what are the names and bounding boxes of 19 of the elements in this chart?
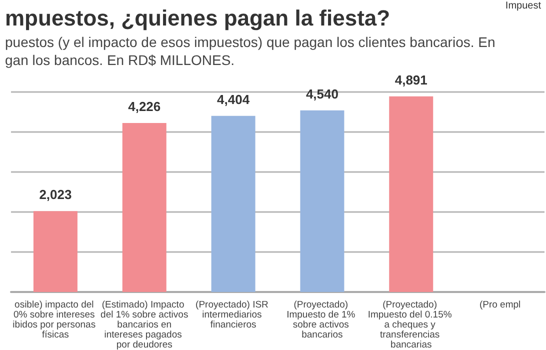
bar bbox=[211, 116, 256, 292]
x-tick-label: (Proyectado) ISR intermediarios financieros bbox=[196, 300, 272, 330]
chart-title: mpuestos, ¿quienes pagan la fiesta? bbox=[5, 6, 390, 30]
bar bbox=[300, 110, 344, 292]
text: Impuest bbox=[505, 0, 542, 12]
data-label: 2,023 bbox=[39, 187, 72, 202]
x-tick-label: (Proyectado) Impuesto del 0.15% a cheques y transferencias bancarias bbox=[368, 300, 454, 350]
bar bbox=[389, 96, 434, 292]
x-tick-label: osible) impacto del 0% sobre intereses ibidos por personas físicas bbox=[12, 300, 98, 340]
x-tick-label: (Estimado) Impacto del 1% sobre activos bancarios en intereses pagados por deudores bbox=[100, 300, 188, 350]
bar bbox=[122, 122, 166, 292]
data-label: 4,226 bbox=[128, 98, 161, 114]
bar bbox=[33, 211, 78, 292]
data-label: 4,891 bbox=[394, 72, 428, 88]
x-tick-label: (Pro empl bbox=[479, 300, 521, 310]
data-label: 4,540 bbox=[306, 86, 338, 102]
data-label: 4,404 bbox=[217, 92, 250, 107]
chart-subtitle: puestos (y el impacto de esos impuestos) que pagan los clientes bancarios. En gan los bancos. En RD$ MILLONES. bbox=[5, 34, 496, 68]
x-tick-label: (Proyectado) Impuesto de 1% sobre activos bancarios bbox=[286, 300, 358, 340]
